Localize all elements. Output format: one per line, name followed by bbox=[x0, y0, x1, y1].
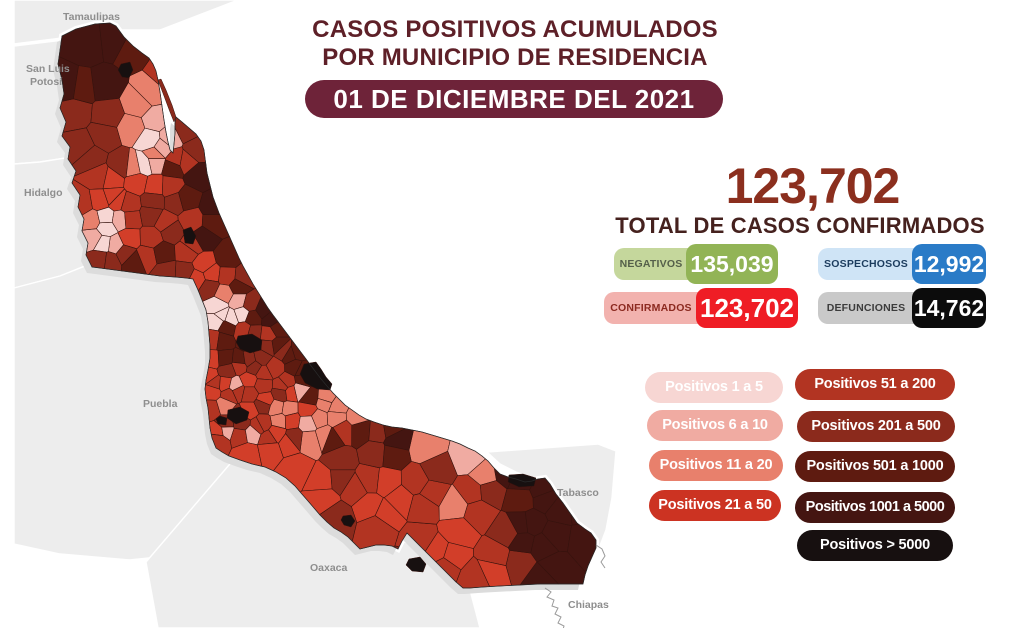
svg-text:Tamaulipas: Tamaulipas bbox=[63, 11, 120, 23]
svg-text:Potosí: Potosí bbox=[30, 76, 63, 88]
svg-text:Tabasco: Tabasco bbox=[557, 487, 599, 499]
svg-text:Hidalgo: Hidalgo bbox=[24, 187, 63, 199]
svg-text:Puebla: Puebla bbox=[143, 398, 178, 410]
svg-text:San Luis: San Luis bbox=[26, 63, 70, 75]
svg-text:Chiapas: Chiapas bbox=[568, 599, 609, 611]
svg-text:Oaxaca: Oaxaca bbox=[310, 562, 348, 574]
